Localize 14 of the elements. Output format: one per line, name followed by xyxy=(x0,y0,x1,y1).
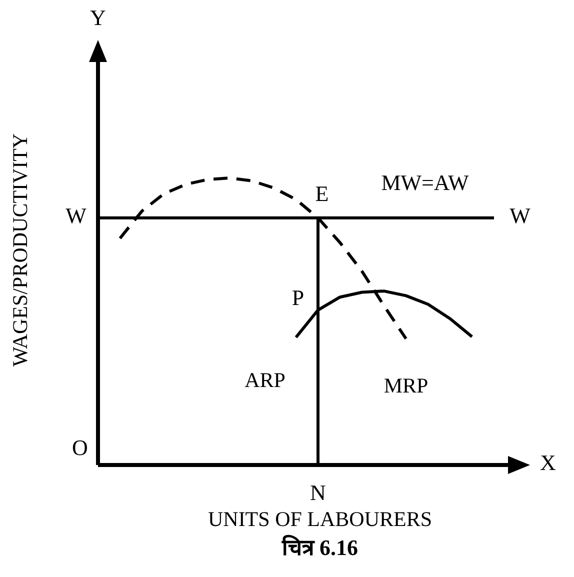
text: N xyxy=(310,480,326,506)
text: X xyxy=(540,450,556,476)
annotation: P xyxy=(292,285,304,310)
series-label: ARP xyxy=(244,368,286,392)
annotation: E xyxy=(315,181,329,206)
text: W xyxy=(66,203,87,228)
text: O xyxy=(72,435,88,460)
y-axis-title: WAGES/PRODUCTIVITY xyxy=(8,133,32,367)
text: Y xyxy=(90,5,106,30)
annotation: MW=AW xyxy=(381,170,470,196)
series-label: MRP xyxy=(384,374,428,398)
text: चित्र 6.16 xyxy=(281,534,358,560)
annotation: W xyxy=(510,203,531,228)
x-axis-title: UNITS OF LABOURERS xyxy=(208,506,432,531)
